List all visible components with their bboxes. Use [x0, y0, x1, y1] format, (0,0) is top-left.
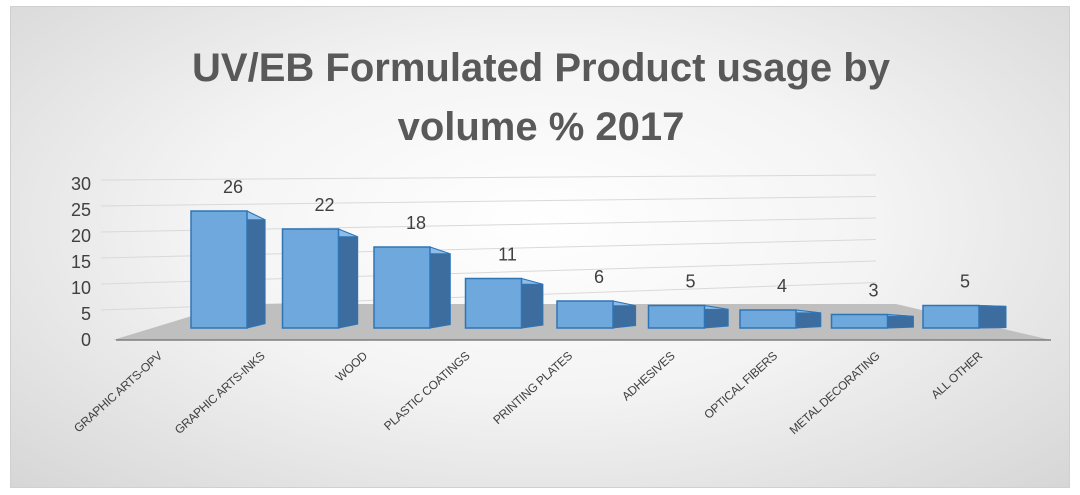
y-tick-label: 30	[71, 174, 91, 194]
category-label: PRINTING PLATES	[490, 349, 575, 427]
category-label: OPTICAL FIBERS	[701, 349, 780, 422]
bar-front-face	[556, 300, 614, 329]
category-label: WOOD	[333, 348, 371, 384]
chart-title-line-2: volume % 2017	[398, 105, 685, 149]
data-label: 26	[223, 177, 243, 197]
chart-frame: UV/EB Formulated Product usage by volume…	[10, 6, 1070, 488]
bar-front-face	[464, 277, 523, 329]
bar	[647, 304, 729, 329]
bar-front-face	[281, 228, 340, 329]
bar-chart: UV/EB Formulated Product usage by volume…	[71, 46, 1051, 437]
bar	[739, 309, 822, 329]
gridline	[100, 196, 877, 207]
data-label: 4	[777, 276, 787, 296]
y-tick-label: 25	[71, 200, 91, 220]
bar	[464, 277, 544, 329]
gridline	[100, 174, 877, 181]
y-axis-ticks: 0 5 10 15 20 25 30	[71, 174, 91, 350]
category-label: ADHESIVES	[619, 349, 678, 404]
bar-side-face	[521, 277, 544, 329]
category-label: METAL DECORATING	[787, 349, 883, 437]
bar	[830, 313, 914, 329]
category-label: GRAPHIC ARTS-INKS	[172, 349, 268, 437]
data-label: 11	[498, 245, 517, 265]
y-tick-label: 10	[71, 278, 91, 298]
category-label: ALL OTHER	[928, 348, 985, 401]
bar-side-face	[338, 228, 359, 329]
bar-front-face	[739, 309, 797, 329]
bar	[373, 246, 451, 329]
bar-front-face	[373, 246, 431, 329]
bar-side-face	[978, 304, 1007, 329]
y-tick-label: 20	[71, 226, 91, 246]
data-label: 18	[406, 213, 426, 233]
bar-front-face	[922, 304, 980, 329]
data-label: 6	[594, 267, 604, 287]
bar-side-face	[246, 210, 266, 329]
category-label: PLASTIC COATINGS	[381, 349, 473, 433]
bar	[190, 210, 266, 329]
x-axis-category-labels: GRAPHIC ARTS-OPV GRAPHIC ARTS-INKS WOOD PLA…	[71, 348, 985, 437]
category-label: GRAPHIC ARTS-OPV	[71, 349, 165, 436]
bar	[922, 304, 1007, 329]
data-label: 5	[960, 272, 970, 292]
data-label: 22	[314, 195, 334, 215]
chart-title: UV/EB Formulated Product usage by volume…	[192, 46, 891, 149]
data-label: 5	[685, 272, 695, 292]
bars	[190, 210, 1007, 329]
bar	[281, 228, 359, 329]
bar-front-face	[647, 304, 706, 329]
y-tick-label: 0	[81, 330, 91, 350]
data-labels: 26 22 18 11 6 5 4 3 5	[223, 177, 970, 301]
data-label: 3	[868, 281, 878, 301]
bar-side-face	[429, 246, 451, 329]
y-tick-label: 5	[81, 304, 91, 324]
chart-title-line-1: UV/EB Formulated Product usage by	[192, 46, 891, 90]
bar-front-face	[190, 210, 248, 329]
y-tick-label: 15	[71, 252, 91, 272]
bar-front-face	[830, 313, 889, 329]
bar	[556, 300, 637, 329]
